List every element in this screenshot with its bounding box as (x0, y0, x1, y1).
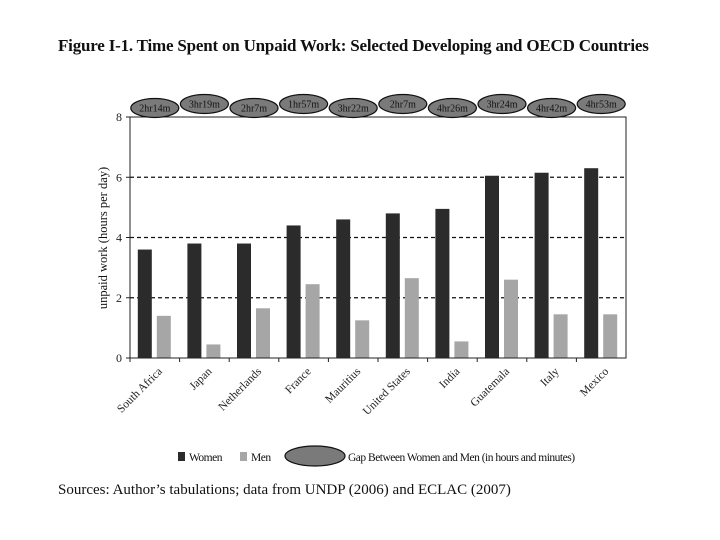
bar-men (305, 284, 320, 358)
gap-label: 2hr14m (139, 104, 170, 115)
bar-women (286, 225, 301, 358)
bar-women (584, 168, 599, 358)
gap-ellipse (378, 93, 428, 115)
bars (137, 168, 618, 358)
category-label: Mauritius (323, 365, 363, 405)
legend-gap-ellipse (284, 445, 346, 467)
gap-ellipse (130, 97, 180, 119)
source-note: Sources: Author’s tabulations; data from… (58, 482, 511, 498)
bar-women (137, 249, 152, 358)
bar-women (385, 213, 400, 358)
gap-labels: 2hr14m 3hr19m 2hr7m 1hr57m 3hr22m 2hr7m 4hr26m… (130, 93, 626, 119)
bar-men (603, 314, 618, 358)
bar-men (404, 278, 419, 358)
gap-label: 4hr53m (586, 100, 617, 111)
figure-title: Figure I-1. Time Spent on Unpaid Work: S… (58, 36, 649, 55)
bar-women (435, 208, 450, 358)
category-label: Italy (538, 365, 562, 389)
y-tick-label: 4 (116, 231, 122, 245)
gap-label: 3hr22m (338, 104, 369, 115)
bar-women (534, 172, 549, 358)
y-tick-label: 0 (116, 351, 122, 365)
gap-label: 4hr26m (437, 104, 468, 115)
bar-men (504, 279, 518, 358)
category-labels: South Africa Japan Netherlands France Maurit… (115, 365, 611, 417)
bar-women (237, 243, 251, 358)
bar-women (336, 219, 351, 358)
y-tick-label: 6 (116, 170, 122, 184)
bar-men (454, 341, 469, 358)
bar-women (485, 175, 499, 358)
bar-men (256, 308, 270, 358)
legend-label-gap: Gap Between Women and Men (in hours and … (348, 452, 575, 464)
gap-label: 1hr57m (288, 100, 319, 111)
category-label: India (437, 366, 462, 391)
bar-women (187, 243, 202, 358)
gap-ellipse (229, 97, 279, 119)
legend-label-women: Women (189, 452, 223, 464)
category-label: United States (361, 365, 413, 417)
gap-label: 3hr24m (486, 100, 517, 111)
y-axis-label: unpaid work (hours per day) (96, 167, 110, 309)
y-tick-label: 2 (116, 291, 122, 305)
legend-swatch-women (178, 452, 185, 461)
gap-ellipse (328, 97, 378, 119)
category-label: Guatemala (468, 366, 512, 410)
bar-men (355, 320, 370, 358)
bar-men (553, 314, 568, 358)
category-label: Netherlands (216, 365, 264, 413)
legend-swatch-men (240, 452, 247, 461)
category-label: France (283, 366, 314, 397)
gap-ellipse (576, 93, 626, 115)
gap-label: 4hr42m (536, 104, 567, 115)
axes (126, 116, 627, 362)
bar-men (206, 344, 221, 358)
legend-label-men: Men (251, 452, 271, 464)
y-tick-labels: 0 2 4 6 8 (116, 110, 122, 365)
category-label: Mexico (578, 365, 612, 399)
gap-label: 2hr7m (390, 100, 416, 111)
gap-ellipse (279, 93, 329, 115)
gap-label: 2hr7m (241, 104, 267, 115)
category-label: Japan (188, 365, 215, 392)
gap-label: 3hr19m (189, 100, 220, 111)
y-tick-label: 8 (116, 110, 122, 124)
legend: Women Men Gap Between Women and Men (in … (178, 445, 576, 467)
category-label: South Africa (115, 366, 165, 416)
gap-ellipse (526, 97, 577, 119)
bar-men (156, 315, 171, 358)
grid-lines (130, 176, 626, 299)
gap-ellipse (179, 93, 229, 115)
gap-ellipse (477, 93, 527, 115)
gap-ellipse (427, 97, 477, 119)
